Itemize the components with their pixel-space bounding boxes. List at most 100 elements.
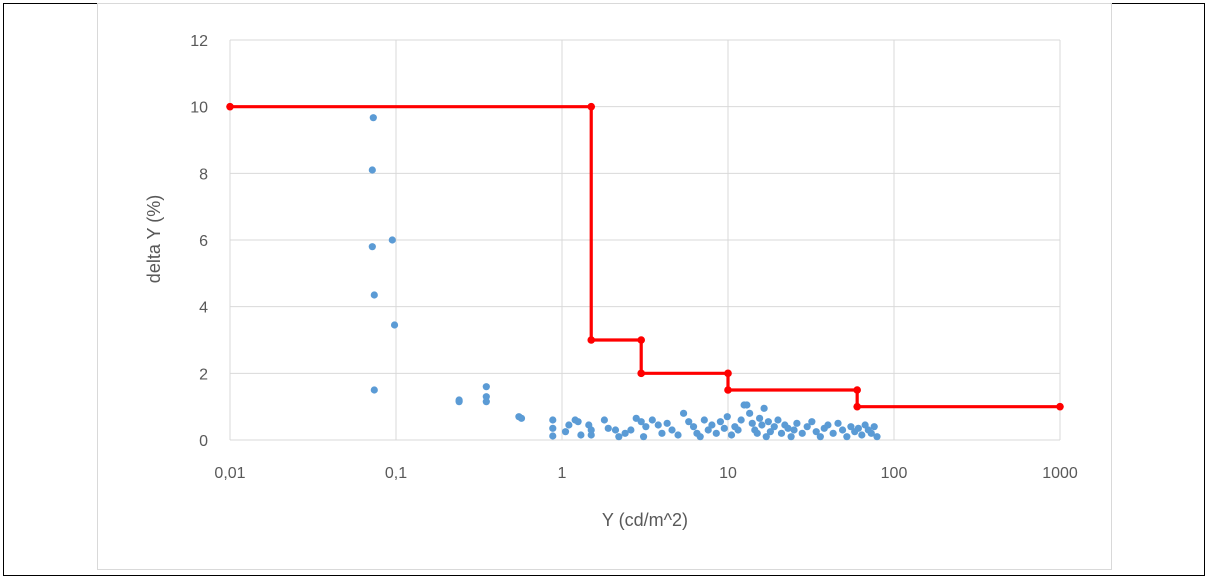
data-point (737, 416, 745, 424)
limit-line-marker (637, 369, 646, 378)
data-point (549, 432, 557, 440)
data-point (642, 423, 650, 431)
data-point (390, 321, 399, 329)
y-tick-label: 4 (199, 300, 208, 317)
x-tick-label: 0,01 (214, 465, 245, 482)
y-tick-label: 2 (199, 366, 208, 383)
data-point (829, 429, 837, 437)
x-tick-label: 10 (719, 465, 737, 482)
data-point (611, 426, 620, 434)
data-point (727, 431, 736, 439)
x-tick-label: 1 (558, 465, 567, 482)
data-point (654, 421, 662, 429)
data-point (816, 433, 824, 441)
y-tick-labels: 0 2 4 6 8 10 12 (190, 33, 208, 450)
limit-line-marker (853, 386, 861, 394)
data-point (517, 414, 526, 422)
limit-line-marker (587, 336, 596, 344)
data-point (720, 424, 728, 432)
data-point (615, 433, 623, 441)
limit-line-marker (587, 102, 596, 111)
limit-line-marker (724, 386, 732, 394)
data-point (770, 423, 778, 431)
data-point (808, 418, 816, 426)
limit-line-marker (637, 336, 646, 344)
data-point (455, 398, 463, 406)
data-point (760, 404, 768, 412)
data-point (696, 433, 704, 441)
data-point (639, 433, 648, 441)
limit-line-marker (226, 102, 234, 111)
limit-line-marker (853, 402, 861, 411)
data-point (587, 431, 595, 439)
data-point (587, 426, 595, 434)
data-point (858, 431, 866, 439)
data-point (368, 243, 376, 251)
data-point (482, 383, 490, 391)
data-point (648, 416, 656, 424)
data-point (369, 114, 377, 122)
limit-line (230, 105, 1060, 409)
data-point (370, 386, 378, 394)
data-point (549, 416, 557, 424)
x-tick-label: 1000 (1042, 465, 1078, 482)
y-axis-title: delta Y (%) (144, 195, 164, 283)
data-point (549, 424, 557, 432)
data-point (843, 433, 851, 441)
data-point (867, 429, 875, 437)
data-point (824, 421, 832, 429)
scatter-points (368, 114, 881, 441)
data-point (637, 418, 645, 426)
data-point (748, 419, 756, 427)
data-point (370, 291, 378, 299)
data-point (762, 433, 770, 441)
y-tick-label: 6 (199, 233, 208, 250)
data-point (704, 426, 712, 434)
data-point (743, 401, 751, 409)
data-point (803, 423, 811, 431)
data-point (798, 429, 806, 437)
data-point (764, 418, 772, 426)
data-point (774, 416, 782, 424)
data-point (565, 421, 573, 429)
data-point (793, 419, 801, 427)
data-point (689, 423, 698, 431)
data-point (870, 423, 878, 431)
data-point (679, 409, 688, 417)
data-point (753, 429, 761, 437)
data-point (621, 429, 629, 437)
limit-line-group (226, 102, 1064, 411)
data-point (716, 418, 725, 426)
data-point (388, 236, 396, 244)
x-tick-labels: 0,01 0,1 1 10 100 1000 (214, 465, 1077, 482)
data-point (758, 421, 766, 429)
data-point (847, 423, 855, 431)
data-point (700, 416, 708, 424)
limit-line-marker (724, 369, 732, 378)
x-axis-title: Y (cd/m^2) (602, 510, 688, 530)
data-point (746, 409, 754, 417)
data-point (668, 426, 676, 434)
data-point (723, 413, 731, 421)
limit-line-marker (1056, 402, 1064, 411)
data-point (482, 393, 490, 401)
data-point (838, 426, 847, 434)
y-tick-label: 8 (199, 166, 208, 183)
data-point (712, 429, 720, 437)
data-point (812, 428, 820, 436)
chart-area (97, 3, 1112, 570)
data-point (658, 429, 666, 437)
data-point (834, 419, 842, 427)
data-point (604, 424, 612, 432)
data-point (784, 424, 792, 432)
x-tick-label: 100 (881, 465, 908, 482)
data-point (854, 424, 862, 432)
data-point (577, 431, 585, 439)
data-point (734, 426, 742, 434)
data-point (368, 166, 376, 174)
data-point (873, 433, 881, 441)
data-point (755, 414, 764, 422)
data-point (766, 428, 774, 436)
data-point (777, 429, 786, 437)
